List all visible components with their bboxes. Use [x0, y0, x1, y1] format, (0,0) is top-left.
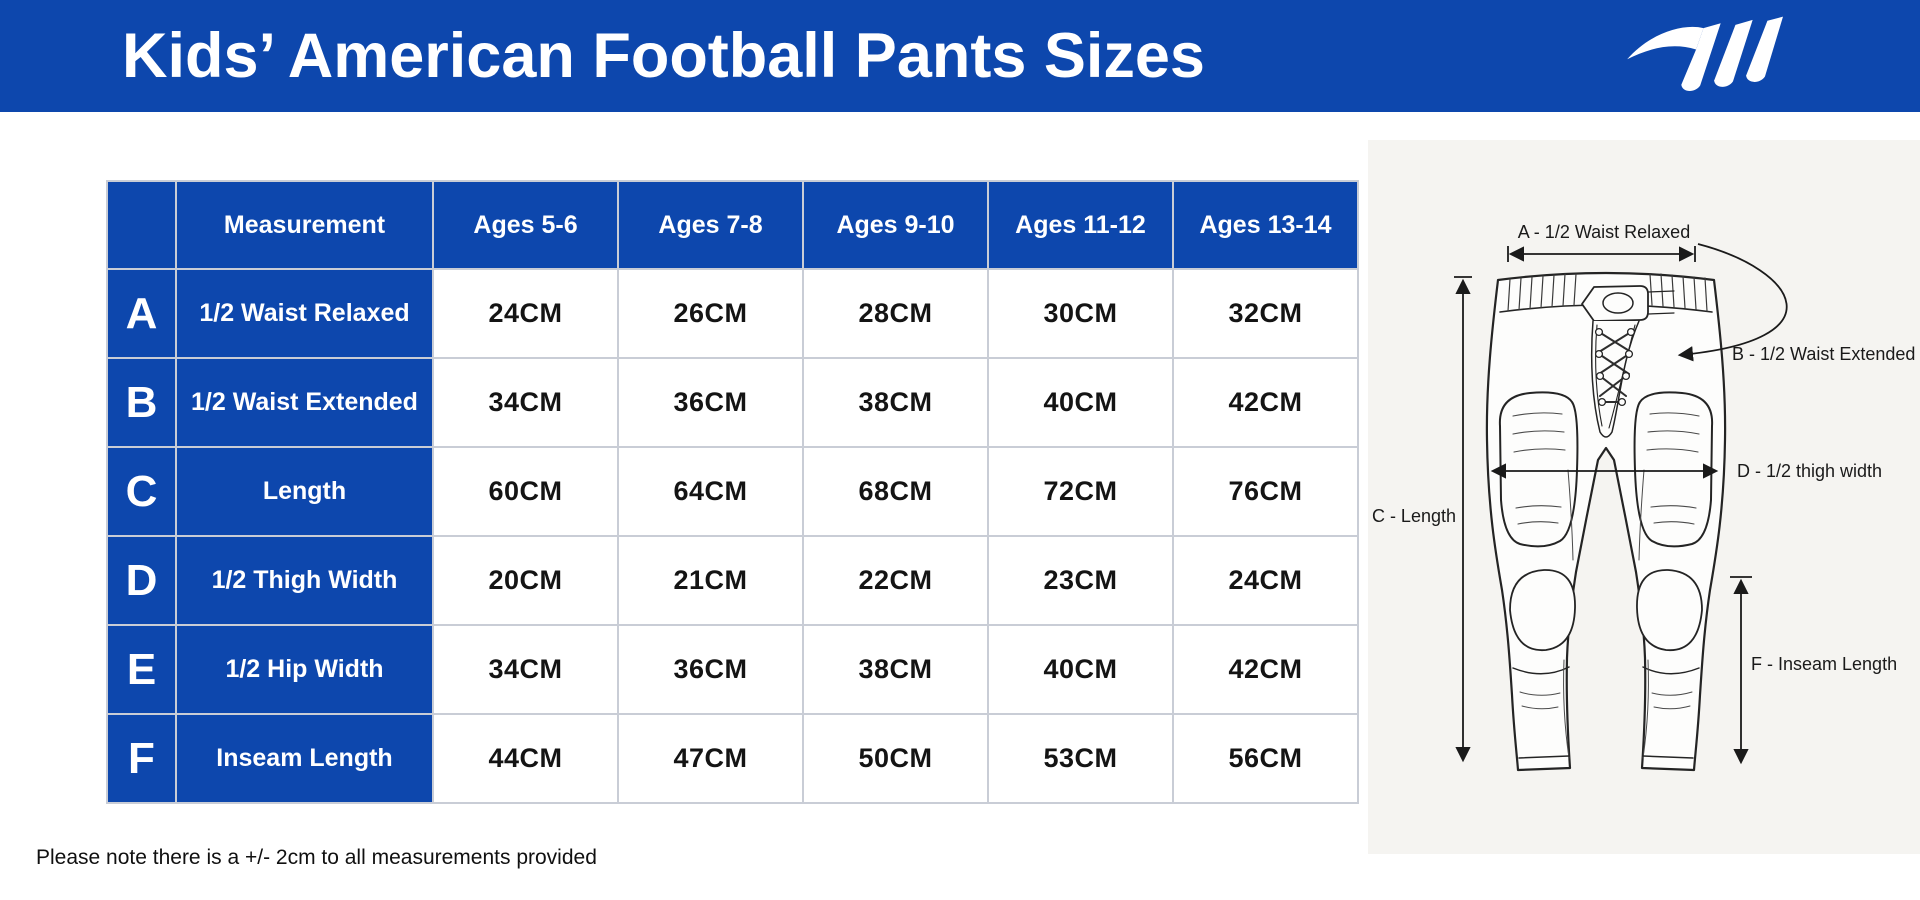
- pants-measurement-diagram: A - 1/2 Waist Relaxed B - 1/2 Waist Exte…: [1368, 140, 1920, 854]
- column-header-ages-5-6: Ages 5-6: [432, 180, 619, 270]
- tolerance-note: Please note there is a +/- 2cm to all me…: [36, 846, 597, 869]
- value-cell: 42CM: [1172, 624, 1359, 715]
- value-cell: 30CM: [987, 268, 1174, 359]
- table-row-a: A 1/2 Waist Relaxed 24CM 26CM 28CM 30CM …: [106, 268, 1359, 359]
- value-cell: 34CM: [432, 357, 619, 448]
- table-row-f: F Inseam Length 44CM 47CM 50CM 53CM 56CM: [106, 713, 1359, 804]
- value-cell: 28CM: [802, 268, 989, 359]
- row-label: 1/2 Thigh Width: [175, 535, 434, 626]
- svg-text:D - 1/2 thigh width: D - 1/2 thigh width: [1737, 461, 1882, 481]
- corner-cell: [106, 180, 177, 270]
- page-title: Kids’ American Football Pants Sizes: [122, 21, 1205, 91]
- value-cell: 76CM: [1172, 446, 1359, 537]
- row-key: B: [106, 357, 177, 448]
- column-header-measurement: Measurement: [175, 180, 434, 270]
- brand-swoosh-logo-icon: [1627, 16, 1783, 91]
- value-cell: 23CM: [987, 535, 1174, 626]
- value-cell: 53CM: [987, 713, 1174, 804]
- value-cell: 50CM: [802, 713, 989, 804]
- value-cell: 36CM: [617, 357, 804, 448]
- row-label: Length: [175, 446, 434, 537]
- row-key: D: [106, 535, 177, 626]
- row-label: Inseam Length: [175, 713, 434, 804]
- column-header-ages-9-10: Ages 9-10: [802, 180, 989, 270]
- value-cell: 21CM: [617, 535, 804, 626]
- value-cell: 24CM: [432, 268, 619, 359]
- value-cell: 64CM: [617, 446, 804, 537]
- annotation-inseam-length: F - Inseam Length: [1730, 576, 1897, 765]
- row-key: A: [106, 268, 177, 359]
- annotation-length: C - Length: [1372, 276, 1472, 763]
- column-header-ages-7-8: Ages 7-8: [617, 180, 804, 270]
- value-cell: 40CM: [987, 357, 1174, 448]
- svg-text:B - 1/2 Waist Extended: B - 1/2 Waist Extended: [1732, 344, 1915, 364]
- row-label: 1/2 Waist Extended: [175, 357, 434, 448]
- value-cell: 22CM: [802, 535, 989, 626]
- row-label: 1/2 Hip Width: [175, 624, 434, 715]
- table-row-c: C Length 60CM 64CM 68CM 72CM 76CM: [106, 446, 1359, 537]
- svg-text:A - 1/2 Waist Relaxed: A - 1/2 Waist Relaxed: [1518, 222, 1690, 242]
- svg-text:F - Inseam Length: F - Inseam Length: [1751, 654, 1897, 674]
- value-cell: 36CM: [617, 624, 804, 715]
- column-header-ages-13-14: Ages 13-14: [1172, 180, 1359, 270]
- value-cell: 38CM: [802, 357, 989, 448]
- value-cell: 68CM: [802, 446, 989, 537]
- value-cell: 20CM: [432, 535, 619, 626]
- value-cell: 26CM: [617, 268, 804, 359]
- row-key: C: [106, 446, 177, 537]
- value-cell: 38CM: [802, 624, 989, 715]
- value-cell: 40CM: [987, 624, 1174, 715]
- value-cell: 32CM: [1172, 268, 1359, 359]
- row-key: E: [106, 624, 177, 715]
- table-header-row: Measurement Ages 5-6 Ages 7-8 Ages 9-10 …: [106, 180, 1359, 270]
- value-cell: 47CM: [617, 713, 804, 804]
- value-cell: 24CM: [1172, 535, 1359, 626]
- row-key: F: [106, 713, 177, 804]
- size-table: Measurement Ages 5-6 Ages 7-8 Ages 9-10 …: [106, 180, 1359, 804]
- table-row-b: B 1/2 Waist Extended 34CM 36CM 38CM 40CM…: [106, 357, 1359, 448]
- value-cell: 60CM: [432, 446, 619, 537]
- svg-text:C - Length: C - Length: [1372, 506, 1456, 526]
- value-cell: 72CM: [987, 446, 1174, 537]
- annotation-waist-extended: B - 1/2 Waist Extended: [1677, 243, 1915, 364]
- annotation-waist-relaxed: A - 1/2 Waist Relaxed: [1507, 222, 1696, 262]
- value-cell: 42CM: [1172, 357, 1359, 448]
- value-cell: 34CM: [432, 624, 619, 715]
- table-row-e: E 1/2 Hip Width 34CM 36CM 38CM 40CM 42CM: [106, 624, 1359, 715]
- header-bar: Kids’ American Football Pants Sizes: [0, 0, 1920, 112]
- annotation-thigh-width: D - 1/2 thigh width: [1490, 461, 1882, 481]
- value-cell: 44CM: [432, 713, 619, 804]
- table-row-d: D 1/2 Thigh Width 20CM 21CM 22CM 23CM 24…: [106, 535, 1359, 626]
- row-label: 1/2 Waist Relaxed: [175, 268, 434, 359]
- pants-drawing: [1485, 271, 1727, 772]
- value-cell: 56CM: [1172, 713, 1359, 804]
- column-header-ages-11-12: Ages 11-12: [987, 180, 1174, 270]
